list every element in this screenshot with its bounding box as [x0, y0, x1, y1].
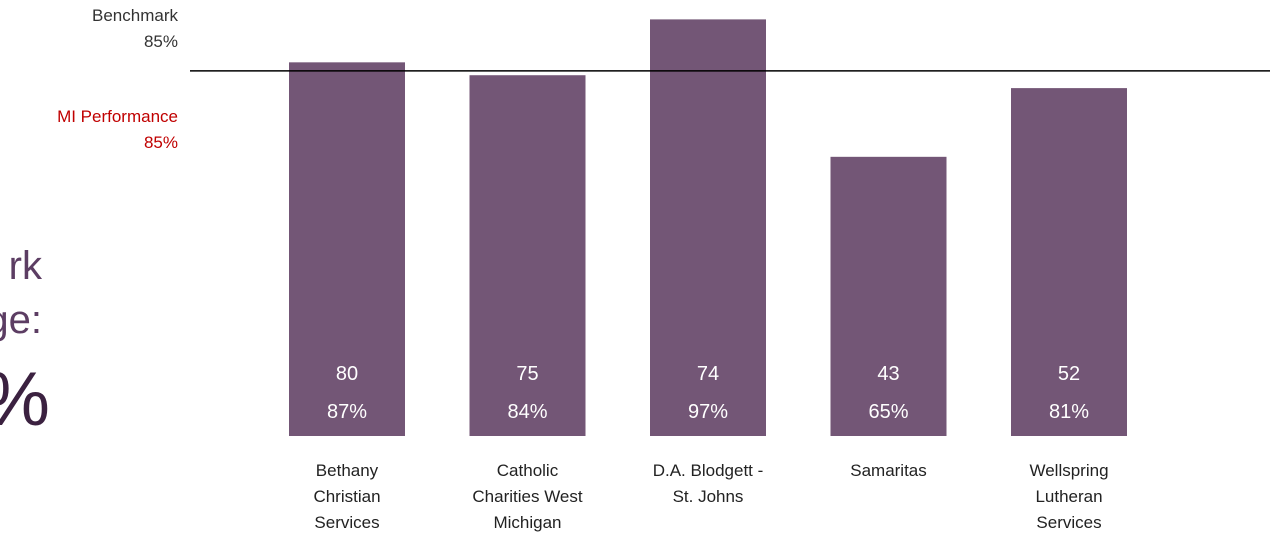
bar-5	[1011, 88, 1127, 436]
benchmark-value: 85%	[143, 32, 178, 51]
bar-count-label-2: 75	[516, 363, 538, 385]
category-label-4-line-1: Samaritas	[850, 461, 927, 480]
bar-count-label-1: 80	[336, 363, 358, 385]
bar-2	[469, 75, 586, 436]
mi-performance-value: 85%	[143, 133, 178, 152]
bar-value-label-2: 84%	[507, 401, 547, 423]
side-text-line1: rk	[8, 244, 42, 288]
bar-1	[289, 62, 405, 437]
bar-count-label-3: 74	[697, 363, 719, 385]
category-label-5-line-3: Services	[1036, 513, 1102, 532]
category-label-2-line-2: Charities West	[472, 487, 583, 506]
category-label-1-line-1: Bethany	[315, 461, 379, 480]
benchmark-label: Benchmark 85%	[92, 3, 178, 55]
category-label-3: D.A. Blodgett - St. Johns	[633, 458, 783, 510]
benchmark-title: Benchmark	[92, 6, 178, 25]
category-label-4: Samaritas	[814, 458, 964, 484]
bar-value-label-4: 65%	[868, 401, 908, 423]
category-label-1-line-3: Services	[314, 513, 380, 532]
category-label-2-line-3: Michigan	[493, 513, 562, 532]
bar-value-label-5: 81%	[1049, 401, 1089, 423]
mi-performance-label: MI Performance 85%	[57, 104, 178, 156]
category-label-2-line-1: Catholic	[496, 461, 559, 480]
bar-4	[830, 156, 947, 436]
side-text-line3: %	[0, 355, 50, 445]
bar-3	[650, 19, 766, 436]
category-label-2: Catholic Charities West Michigan	[453, 458, 603, 536]
bar-count-label-4: 43	[877, 363, 899, 385]
bar-count-label-5: 52	[1058, 363, 1080, 385]
side-text-line2: ge:	[0, 298, 42, 342]
category-label-1: Bethany Christian Services	[272, 458, 422, 536]
category-label-3-line-1: D.A. Blodgett -	[652, 461, 764, 480]
category-label-3-line-2: St. Johns	[672, 487, 744, 506]
bar-value-label-1: 87%	[327, 401, 367, 423]
category-label-5: Wellspring Lutheran Services	[994, 458, 1144, 536]
bar-value-label-3: 97%	[688, 401, 728, 423]
category-label-5-line-2: Lutheran	[1035, 487, 1103, 506]
category-label-5-line-1: Wellspring	[1029, 461, 1109, 480]
mi-performance-title: MI Performance	[57, 107, 178, 126]
category-label-1-line-2: Christian	[313, 487, 381, 506]
